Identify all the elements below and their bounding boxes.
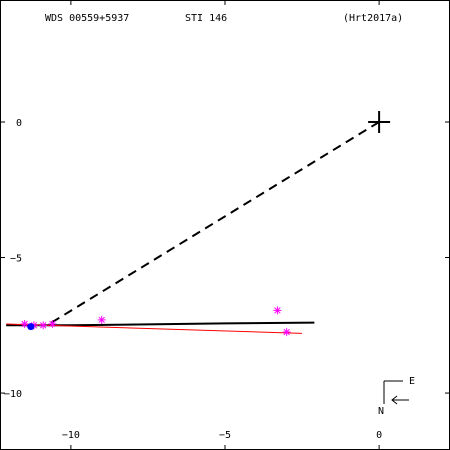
observation-point-4 [97, 315, 106, 324]
compass-arrow-head [391, 395, 398, 405]
observation-stroke-4-3 [98, 316, 105, 324]
observation-point-5 [273, 306, 282, 315]
observation-stroke-6-3 [283, 328, 290, 336]
observation-stroke-3-3 [49, 320, 56, 328]
compass-rose: E N [378, 376, 415, 417]
header-right: (Hrt2017a) [343, 13, 403, 24]
header-center: STI 146 [185, 13, 227, 24]
chart-points [20, 110, 391, 337]
x-tick-label-1: −5 [219, 430, 231, 441]
observation-point-6 [282, 328, 291, 337]
observation-point-2 [39, 321, 48, 330]
observation-point-0 [20, 319, 29, 328]
y-tick-label-2: −10 [4, 389, 22, 400]
observation-stroke-5-3 [274, 307, 281, 314]
observation-stroke-0-3 [21, 320, 28, 328]
compass-north-label: N [378, 406, 384, 417]
dashed-line [48, 121, 380, 325]
compass-east-label: E [409, 376, 415, 387]
current-position-point [27, 323, 35, 331]
header-left: WDS 00559+5937 [45, 13, 129, 24]
y-tick-label-1: −5 [10, 254, 22, 265]
x-tick-label-0: −10 [62, 430, 80, 441]
residual-line [6, 323, 303, 334]
y-tick-label-0: 0 [16, 118, 22, 129]
observation-stroke-2-3 [39, 322, 47, 329]
x-tick-label-2: 0 [376, 430, 382, 441]
chart-lines [6, 121, 380, 334]
observation-point-3 [48, 319, 57, 328]
